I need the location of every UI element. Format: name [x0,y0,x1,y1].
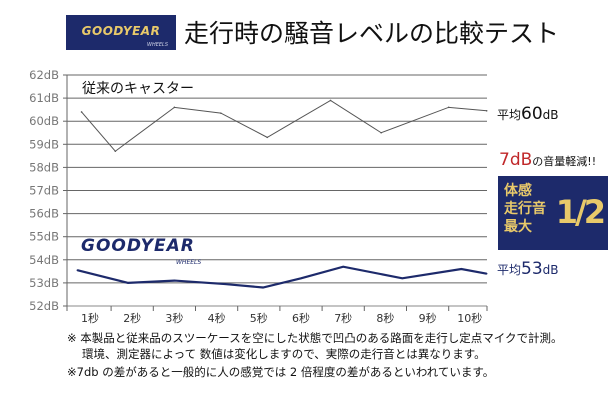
x-tick-label: 7秒 [334,311,352,325]
x-tick-label: 4秒 [208,311,226,325]
series-line-conventional [81,99,487,152]
badge-line: 最大 [504,219,532,235]
y-tick-label: 54dB [29,253,59,267]
data-point [300,277,302,280]
data-point [127,282,129,284]
data-point [401,277,404,280]
data-point [173,279,176,282]
y-tick-label: 62dB [29,68,59,82]
reduction-text: の音量軽減!! [532,155,597,168]
reduction-value: 7dB [499,150,533,170]
footnote-2: 環境、測定器によって 数値は変化しますので、実際の走行音とは異なります。 [82,347,486,361]
data-point [76,269,79,271]
y-tick-label: 60dB [29,114,59,128]
y-tick-label: 52dB [29,299,59,313]
y-tick-label: 55dB [29,230,59,244]
y-tick-label: 57dB [29,184,59,198]
x-tick-label: 3秒 [165,311,183,325]
y-tick-label: 56dB [29,207,59,221]
avg-label: 平均 [497,108,522,122]
x-tick-label: 8秒 [376,311,394,325]
avg-unit: dB [542,108,559,122]
data-point [80,111,83,113]
badge-line: 走行音 [504,201,546,217]
y-tick-label: 61dB [29,91,59,105]
x-tick-label: 9秒 [419,311,437,325]
avg-conventional: 平均60dB [497,104,559,124]
data-point [460,268,463,270]
y-tick-label: 53dB [29,276,59,290]
y-tick-label: 59dB [29,137,59,151]
badge-value: 1/2 [555,193,606,231]
half-noise-badge: 体感 走行音 最大 1/2 [498,176,608,250]
x-tick-label: 1秒 [81,311,99,325]
logo-sub: WHEELS [147,42,168,48]
x-tick-label: 10秒 [457,311,482,325]
data-point [329,99,332,102]
y-tick-label: 58dB [29,160,59,174]
x-tick-label: 6秒 [292,311,310,325]
avg-label: 平均 [497,263,522,277]
legend-goodyear-logo: GOODYEAR [81,236,195,256]
legend-goodyear-sub: WHEELS [176,259,202,266]
data-point [114,150,117,153]
footnote-1: ※ 本製品と従来品のスツーケースを空にした状態で凹凸のある路面を走行し定点マイク… [67,331,563,345]
data-point [447,106,450,109]
series-line-goodyear [77,265,487,289]
footnote-3: ※7db の差があると一般的に人の感覚では 2 倍程度の差があるといわれています… [67,365,495,379]
badge-line: 体感 [504,183,532,199]
data-point [485,110,488,112]
data-point [485,272,488,275]
page-title: 走行時の騒音レベルの比較テスト [184,19,560,48]
data-point [342,265,345,268]
data-point [380,131,382,134]
avg-goodyear: 平均53dB [497,259,559,279]
data-point [173,106,176,109]
avg-unit: dB [542,263,559,277]
badge-text: 体感 走行音 最大 [504,182,546,236]
data-point [262,286,264,289]
data-point [266,136,269,139]
data-point [220,112,222,114]
x-tick-label: 2秒 [123,311,141,325]
logo-text: GOODYEAR [81,24,161,38]
reduction-annotation: 7dBの音量軽減!! [499,150,596,170]
avg-value: 60 [521,104,543,124]
avg-value: 53 [521,259,543,279]
data-point [224,283,226,285]
legend-conventional: 従来のキャスター [82,81,194,97]
goodyear-logo: GOODYEAR WHEELS [66,15,176,50]
x-tick-label: 5秒 [250,311,268,325]
